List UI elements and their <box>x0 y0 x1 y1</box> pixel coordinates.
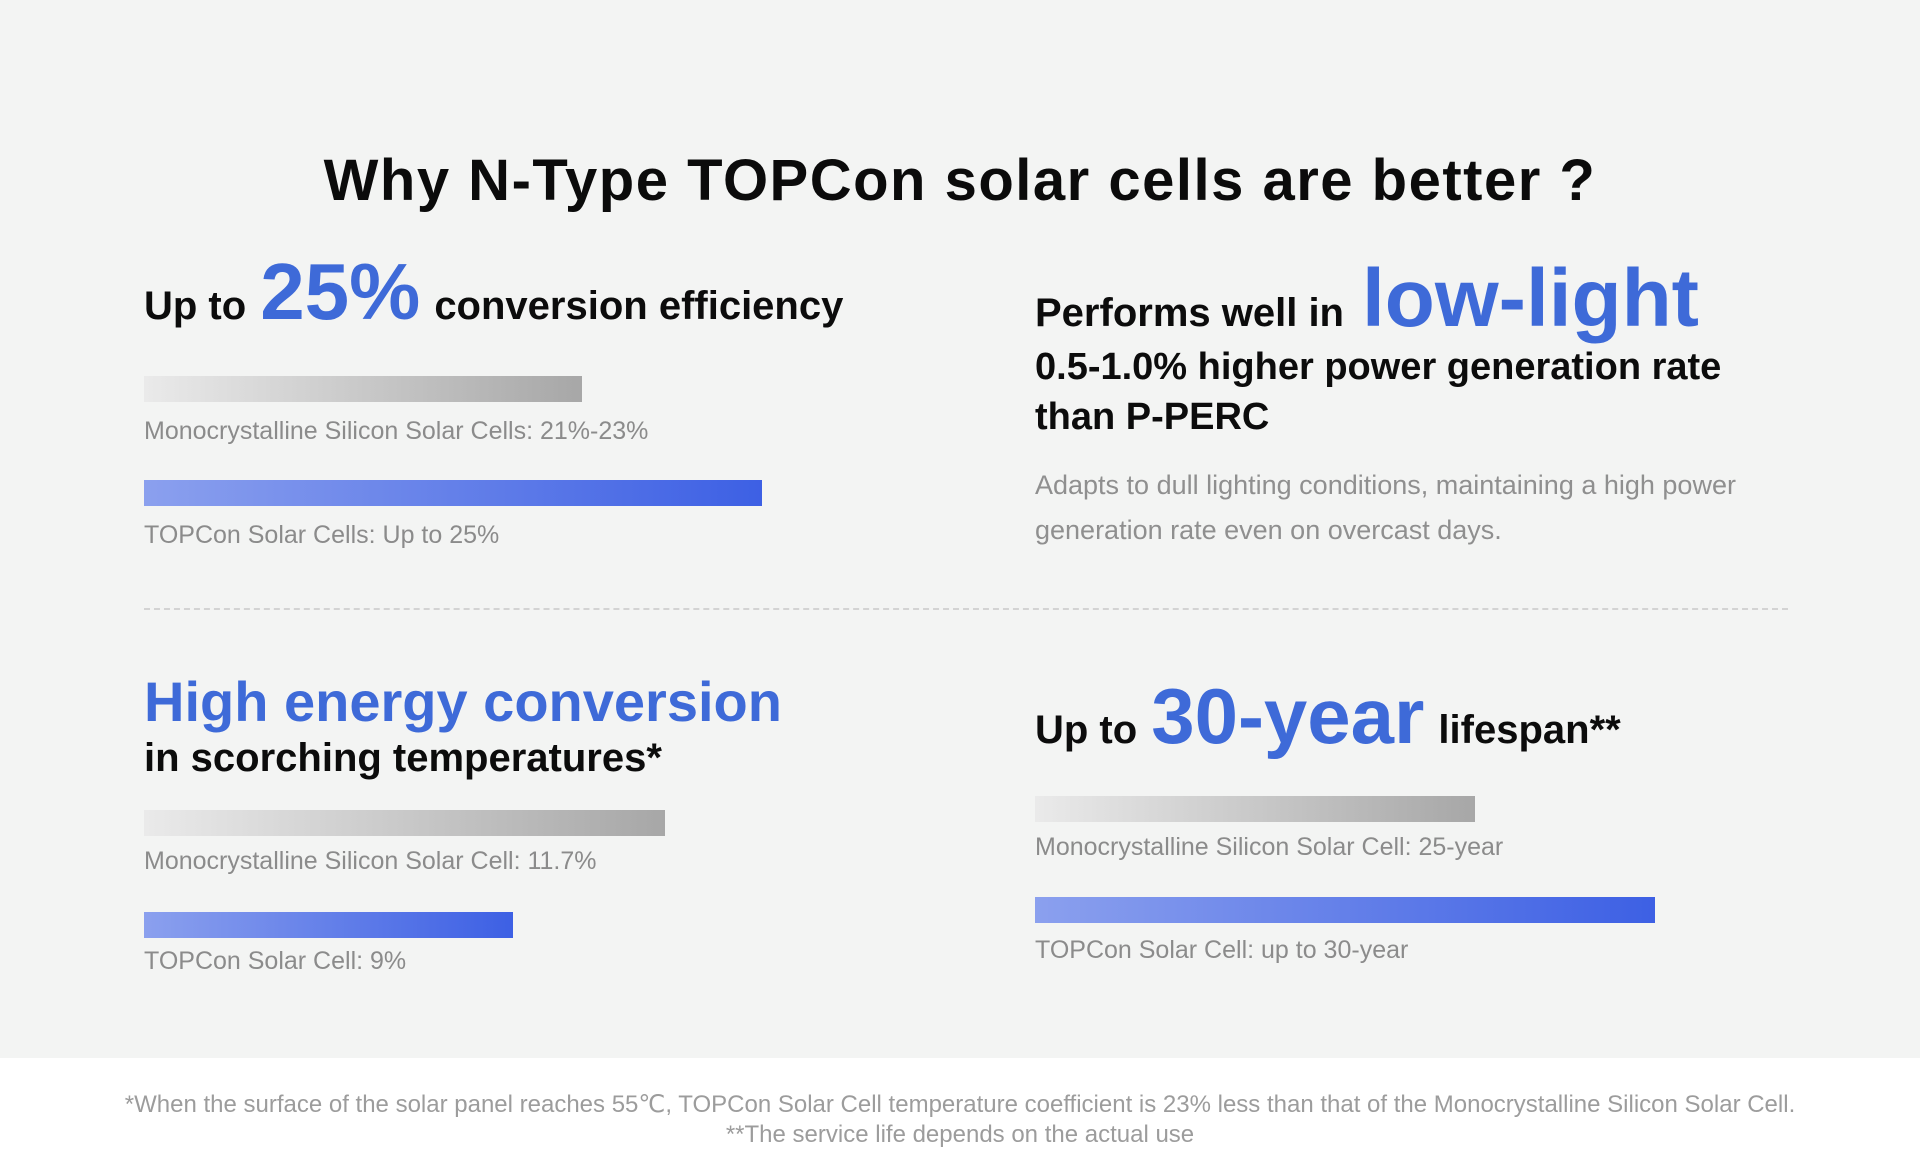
bar-label-topcon-temperature: TOPCon Solar Cell: 9% <box>144 947 407 975</box>
lowlight-heading-highlight: low-light <box>1361 253 1699 344</box>
bar-label-mono-efficiency: Monocrystalline Silicon Solar Cells: 21%… <box>144 417 649 445</box>
lowlight-subtitle-line2: than P-PERC <box>1035 396 1270 438</box>
efficiency-heading-prefix: Up to <box>144 284 247 328</box>
lowlight-subtitle: 0.5-1.0% higher power generation rate th… <box>1035 342 1721 442</box>
lowlight-heading-prefix: Performs well in <box>1035 291 1344 335</box>
dashed-divider <box>144 608 1788 610</box>
bar-label-topcon-efficiency: TOPCon Solar Cells: Up to 25% <box>144 521 500 549</box>
footnote-band: *When the surface of the solar panel rea… <box>0 1058 1920 1169</box>
bar-mono-temperature <box>144 810 665 836</box>
panel-efficiency-heading: Up to 25% conversion efficiency <box>144 252 843 355</box>
temperature-heading-highlight: High energy conversion <box>144 670 782 733</box>
bar-label-mono-temperature: Monocrystalline Silicon Solar Cell: 11.7… <box>144 847 597 875</box>
bar-mono-lifespan <box>1035 796 1475 822</box>
lifespan-heading-suffix: lifespan** <box>1438 708 1621 752</box>
lifespan-heading-highlight: 30-year <box>1151 672 1425 760</box>
temperature-heading-rest: in scorching temperatures* <box>144 736 662 780</box>
lifespan-heading-prefix: Up to <box>1035 708 1138 752</box>
lowlight-description: Adapts to dull lighting conditions, main… <box>1035 463 1736 553</box>
page-title: Why N-Type TOPCon solar cells are better… <box>323 147 1597 213</box>
lowlight-description-line1: Adapts to dull lighting conditions, main… <box>1035 470 1736 500</box>
efficiency-heading-suffix: conversion efficiency <box>434 284 844 328</box>
bar-topcon-temperature <box>144 912 513 938</box>
bar-label-mono-lifespan: Monocrystalline Silicon Solar Cell: 25-y… <box>1035 833 1504 861</box>
footnotes: *When the surface of the solar panel rea… <box>0 1090 1920 1150</box>
efficiency-heading-highlight: 25% <box>260 247 421 336</box>
bar-topcon-efficiency <box>144 480 762 506</box>
lowlight-description-line2: generation rate even on overcast days. <box>1035 515 1502 545</box>
bar-mono-efficiency <box>144 376 582 402</box>
footnote-lifespan: **The service life depends on the actual… <box>725 1121 1195 1148</box>
footnote-temperature: *When the surface of the solar panel rea… <box>124 1091 1796 1118</box>
lowlight-subtitle-line1: 0.5-1.0% higher power generation rate <box>1035 346 1722 388</box>
panel-lowlight-heading: Performs well in low-light <box>1035 258 1699 363</box>
bar-topcon-lifespan <box>1035 897 1655 923</box>
panel-lifespan-heading: Up to 30-year lifespan** <box>1035 677 1621 778</box>
bar-label-topcon-lifespan: TOPCon Solar Cell: up to 30-year <box>1035 936 1409 964</box>
